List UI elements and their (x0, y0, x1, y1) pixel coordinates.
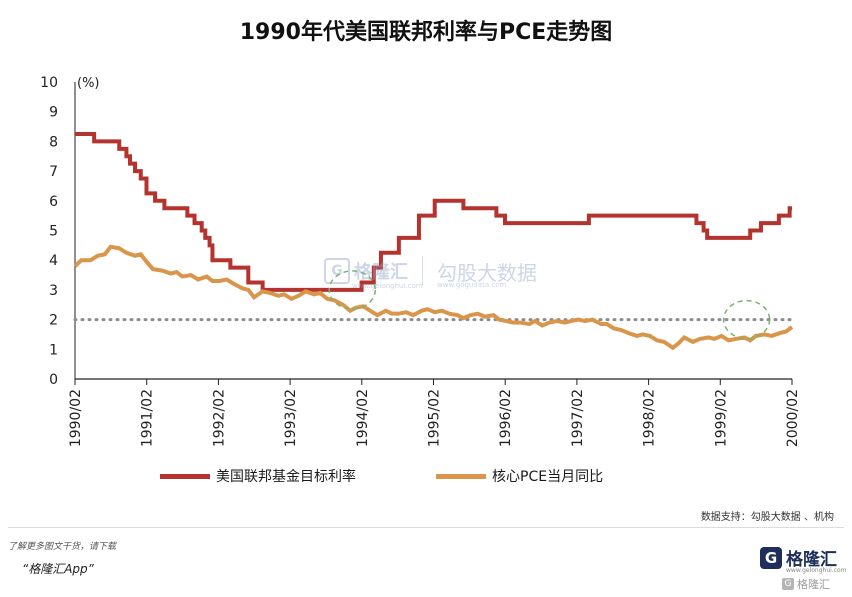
y-tick-label: 8 (49, 134, 58, 150)
watermark-logo-icon: G (324, 258, 350, 284)
brand-g-icon: G (760, 546, 782, 569)
brand-url: www.gelonghui.com (786, 567, 847, 574)
page-title: 1990年代美国联邦利率与PCE走势图 (239, 20, 613, 45)
source-note: 数据支持：勾股大数据 、机构 (700, 512, 834, 523)
brand-logo: G 格隆汇 www.gelonghui.com (760, 545, 847, 574)
watermark-separator (422, 256, 423, 286)
legend-item-fed-rate: 美国联邦基金目标利率 (160, 466, 356, 486)
brand-watermark-small: G 格隆汇 (782, 576, 830, 592)
y-tick-label: 6 (49, 194, 58, 210)
x-tick-label: 2000/02 (785, 389, 801, 447)
y-axis-unit-label: (%) (77, 76, 100, 91)
footer-divider (8, 527, 844, 528)
x-tick-label: 1991/02 (140, 389, 156, 447)
x-tick-label: 1997/02 (570, 389, 586, 447)
y-tick-label: 5 (49, 224, 58, 240)
y-tick-label: 2 (49, 313, 58, 329)
brand-name: 格隆汇 (786, 550, 837, 570)
x-tick-label: 1994/02 (355, 389, 371, 447)
watermark-name-2: 勾股大数据 (437, 260, 537, 285)
legend-label-core-pce: 核心PCE当月同比 (492, 469, 604, 485)
highlight-circle (722, 299, 771, 340)
legend-item-core-pce: 核心PCE当月同比 (436, 466, 603, 486)
series-line-core-pce (73, 244, 794, 351)
footer-note: 了解更多图文干货，请下载 (8, 542, 117, 552)
brand-small-g-icon: G (782, 578, 794, 590)
y-tick-label: 10 (40, 75, 58, 91)
legend-swatch-core-pce (436, 473, 486, 479)
watermark-url-2: www.gogudata.com (437, 280, 507, 289)
legend-label-fed-rate: 美国联邦基金目标利率 (216, 469, 356, 485)
y-tick-label: 3 (49, 283, 58, 299)
highlight-circle (328, 270, 377, 310)
watermark: G 格隆汇 www.gelonghui.com 勾股大数据 www.goguda… (324, 256, 537, 290)
y-tick-label: 4 (49, 253, 58, 269)
y-tick-label: 9 (49, 105, 58, 121)
x-tick-label: 1998/02 (642, 389, 658, 447)
x-tick-label: 1993/02 (283, 389, 299, 447)
legend-swatch-fed-rate (160, 473, 210, 479)
footer-app-link[interactable]: “格隆汇App” (22, 562, 94, 576)
watermark-url: www.gelonghui.com (352, 282, 423, 290)
y-tick-label: 0 (49, 372, 58, 388)
x-tick-label: 1995/02 (427, 389, 443, 447)
watermark-name: 格隆汇 (354, 262, 408, 283)
x-tick-label: 1999/02 (713, 389, 729, 447)
x-tick-label: 1996/02 (498, 389, 514, 447)
brand-small-name: 格隆汇 (797, 578, 830, 591)
y-tick-label: 7 (49, 164, 58, 180)
y-tick-label: 1 (49, 342, 58, 358)
series-line-fed-rate (75, 131, 792, 292)
x-tick-label: 1992/02 (211, 389, 227, 447)
x-tick-label: 1990/02 (68, 389, 84, 447)
